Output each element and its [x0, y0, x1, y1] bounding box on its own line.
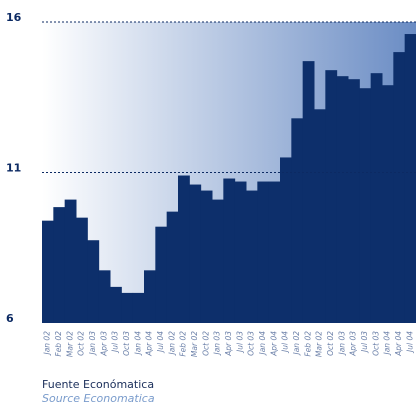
x-tick-label: Oct 03 — [371, 331, 380, 356]
step-bar — [110, 286, 122, 323]
x-tick-label: Oct 02 — [201, 331, 210, 356]
x-tick-label: Mar 02 — [315, 331, 324, 357]
x-tick-label: Jul 03 — [111, 331, 120, 354]
x-tick-label: Jan 04 — [133, 331, 142, 357]
step-bar — [246, 190, 258, 323]
x-tick-label: Jan 02 — [292, 331, 301, 357]
x-tick-label: Oct 02 — [326, 331, 335, 356]
x-tick-label: Feb 02 — [54, 331, 63, 357]
step-bar — [234, 181, 247, 323]
step-bar — [382, 85, 394, 324]
step-bar — [87, 240, 100, 323]
x-tick-label: Feb 02 — [303, 331, 312, 357]
x-tick-label: Oct 02 — [77, 331, 86, 356]
x-tick-label: Jan 02 — [167, 331, 176, 357]
x-tick-label: Mar 02 — [190, 331, 199, 357]
x-tick-label: Jan 02 — [43, 331, 52, 357]
step-bar — [53, 207, 66, 323]
step-bar — [348, 79, 360, 323]
x-tick-label: Jul 04 — [156, 331, 165, 354]
step-bar — [280, 157, 292, 323]
step-bar — [76, 217, 88, 323]
x-tick-label: Apr 03 — [224, 331, 233, 357]
source-en: Source Economatica — [42, 392, 155, 405]
step-bar — [212, 199, 224, 323]
step-bar — [223, 178, 236, 323]
x-tick-label: Jul 04 — [281, 331, 290, 354]
x-tick-label: Jan 03 — [337, 331, 346, 357]
x-tick-label: Apr 04 — [394, 331, 403, 357]
x-tick-label: Jul 03 — [235, 331, 244, 354]
y-tick-label: 6 — [6, 312, 14, 325]
source: Fuente Económatica — [42, 378, 154, 391]
x-tick-label: Feb 02 — [179, 331, 188, 357]
step-bar — [336, 76, 349, 324]
step-bar — [144, 270, 156, 323]
x-tick-label: Mar 02 — [65, 331, 74, 357]
x-tick-label: Jan 04 — [383, 331, 392, 357]
step-bar — [189, 184, 202, 323]
step-bar — [268, 181, 281, 323]
x-tick-label: Jul 03 — [360, 331, 369, 354]
x-tick-label: Jan 03 — [213, 331, 222, 357]
step-bar — [155, 226, 168, 323]
step-bar — [359, 88, 372, 323]
step-bar — [325, 70, 338, 323]
step-bar — [178, 175, 190, 323]
step-bar — [291, 118, 304, 323]
step-bar — [404, 34, 416, 323]
step-bar — [393, 52, 406, 323]
step-bar — [42, 220, 54, 323]
step-bar — [121, 292, 134, 323]
x-tick-label: Apr 04 — [269, 331, 278, 357]
step-bar — [370, 73, 383, 323]
step-bar — [132, 292, 145, 323]
step-bar — [64, 199, 77, 323]
x-tick-label: Oct 03 — [122, 331, 131, 356]
step-bar — [314, 109, 326, 323]
y-tick-label: 16 — [6, 11, 22, 24]
step-bar — [166, 211, 179, 323]
x-tick-label: Apr 04 — [145, 331, 154, 357]
x-tick-label: Apr 03 — [349, 331, 358, 357]
step-bar — [257, 181, 270, 323]
y-tick-label: 11 — [6, 162, 21, 175]
x-tick-label: Apr 03 — [99, 331, 108, 357]
step-bar — [200, 190, 213, 323]
x-tick-label: Jul 04 — [405, 331, 414, 354]
x-tick-label: Jan 04 — [258, 331, 267, 357]
step-bar — [302, 61, 315, 323]
step-bar — [98, 270, 111, 323]
x-tick-label: Oct 03 — [247, 331, 256, 356]
x-tick-label: Jan 03 — [88, 331, 97, 357]
